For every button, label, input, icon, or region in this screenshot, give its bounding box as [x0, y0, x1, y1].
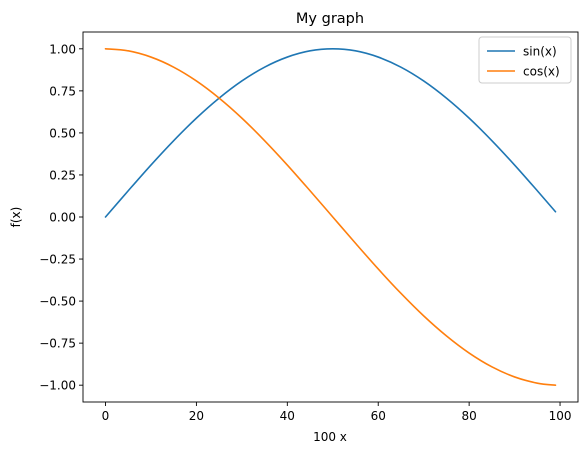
y-tick-label: −0.25: [39, 253, 76, 267]
y-tick-label: −0.75: [39, 337, 76, 351]
y-axis-label: f(x): [9, 207, 23, 228]
x-tick-label: 60: [371, 409, 386, 423]
y-tick-label: 0.75: [49, 84, 76, 98]
legend-label: sin(x): [523, 45, 557, 59]
axes: 0 20 40 60 80 100 1.00 0.75 0.50 0.25 0.00 −0.25 −0.…: [39, 31, 579, 423]
x-tick-label: 0: [102, 409, 110, 423]
y-tick-label: 1.00: [49, 42, 76, 56]
y-tick-label: 0.25: [49, 168, 76, 182]
legend: sin(x) cos(x): [478, 36, 572, 84]
x-tick-label: 100: [549, 409, 572, 423]
x-tick-label: 20: [189, 409, 204, 423]
y-tick-label: −1.00: [39, 379, 76, 393]
y-tick-label: 0.50: [49, 126, 76, 140]
plot-area: [104, 48, 557, 386]
y-tick-label: 0.00: [49, 211, 76, 225]
y-tick-label: −0.50: [39, 295, 76, 309]
x-axis-label: 100 x: [313, 430, 347, 444]
legend-label: cos(x): [523, 65, 560, 79]
chart-title: My graph: [296, 11, 364, 27]
x-tick-label: 40: [280, 409, 295, 423]
x-tick-label: 80: [461, 409, 476, 423]
series-line-cos-x: [104, 48, 557, 386]
series-line-sin-x: [104, 48, 557, 218]
